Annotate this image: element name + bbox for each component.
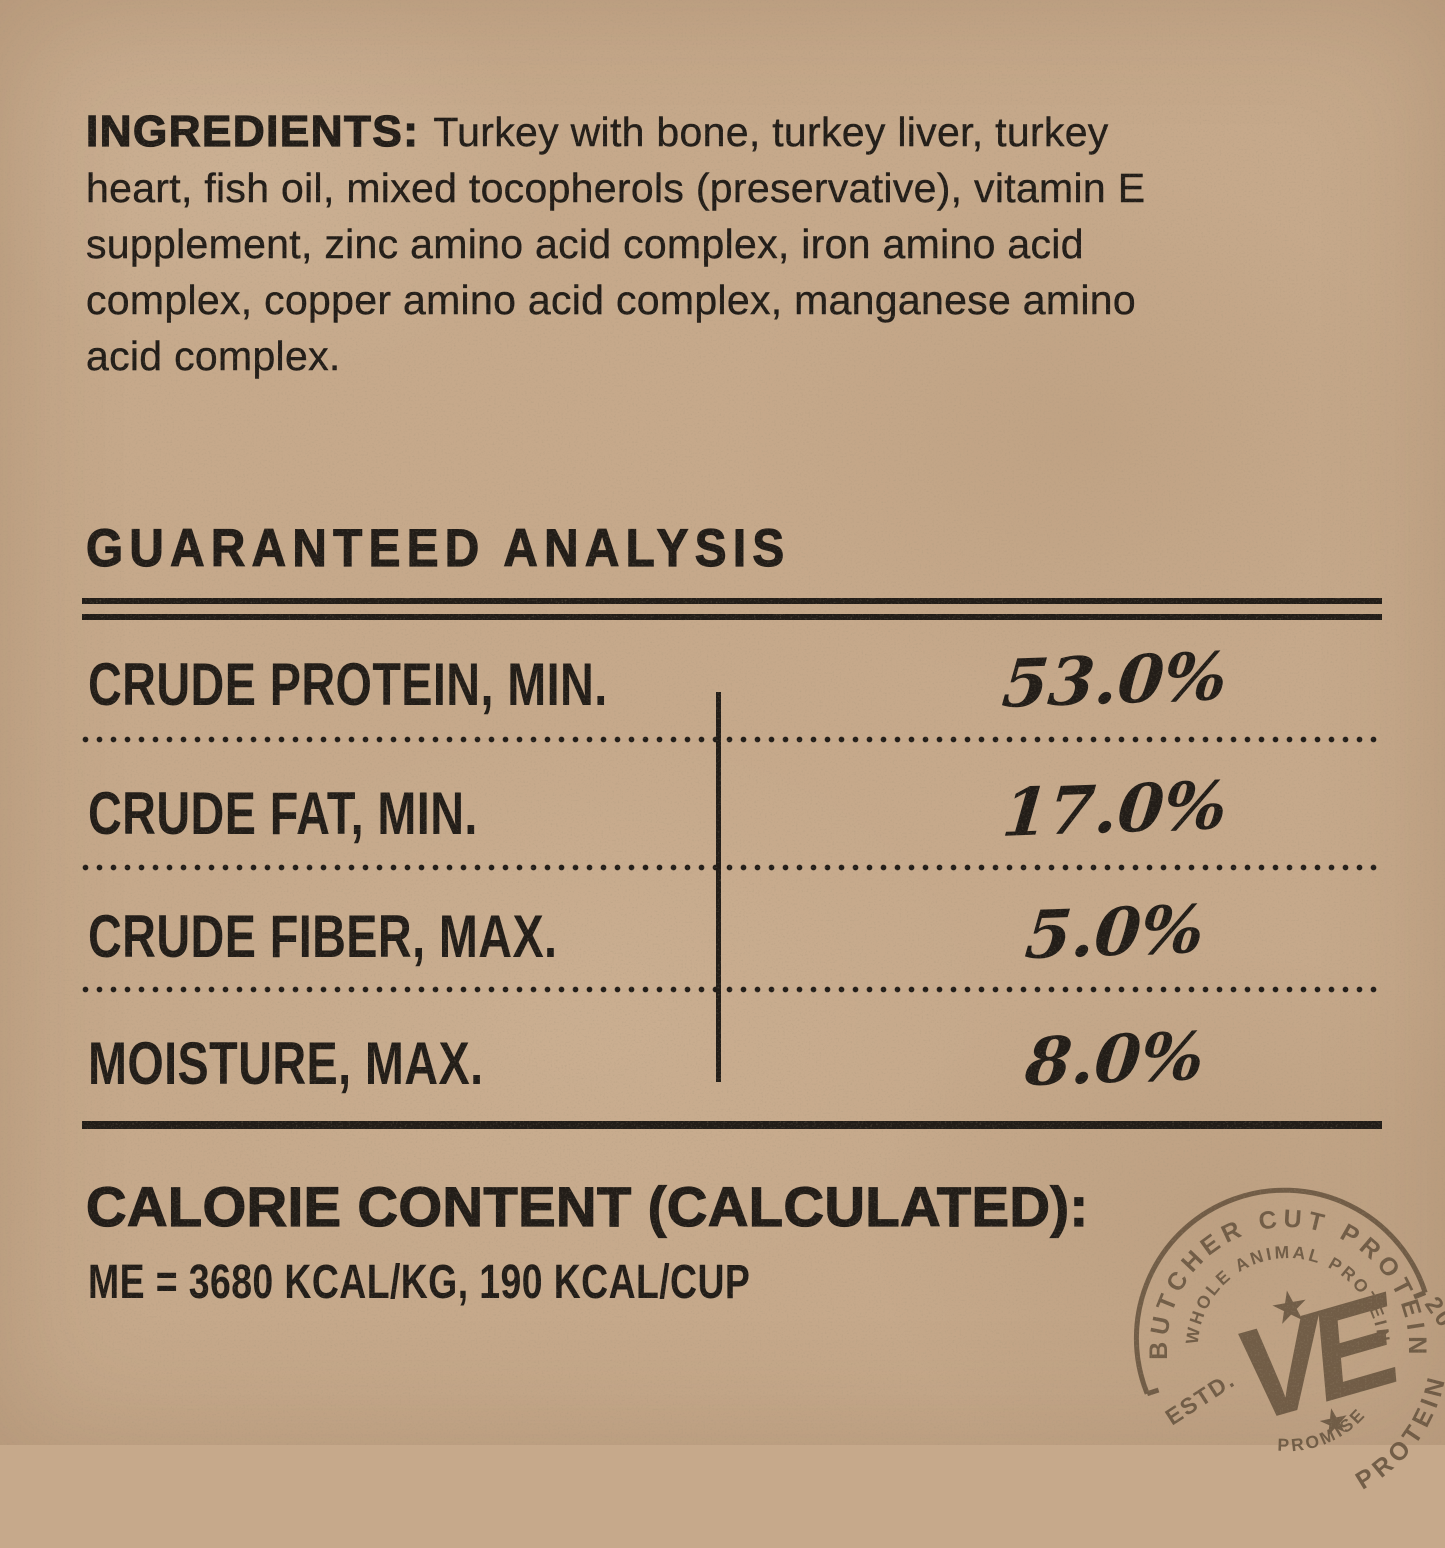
ingredients-line: supplement, zinc amino acid complex, iro… bbox=[86, 221, 1084, 267]
ga-row-value-fiber: 5.0% bbox=[1022, 889, 1208, 975]
calorie-content-title: CALORIE CONTENT (CALCULATED): bbox=[85, 1175, 1089, 1238]
ingredients-section: INGREDIENTS: Turkey with bone, turkey liv… bbox=[85, 104, 1146, 384]
ingredients-line: heart, fish oil, mixed tocopherols (pres… bbox=[86, 165, 1146, 211]
ga-row-value-fat: 17.0% bbox=[999, 766, 1231, 852]
ga-row-value-moisture: 8.0% bbox=[1022, 1016, 1208, 1102]
ingredients-line: acid complex. bbox=[86, 333, 341, 379]
double-rule-bottom bbox=[82, 614, 1382, 620]
label-panel: INGREDIENTS: Turkey with bone, turkey liv… bbox=[0, 0, 1445, 1495]
ingredients-heading: INGREDIENTS: bbox=[85, 106, 420, 156]
ga-row-label-fiber: CRUDE FIBER, MAX. bbox=[88, 903, 558, 970]
table-bottom-rule bbox=[82, 1121, 1382, 1129]
table-column-divider bbox=[716, 692, 721, 1082]
dotted-separator bbox=[82, 736, 1382, 743]
ga-row-label-protein: CRUDE PROTEIN, MIN. bbox=[88, 651, 608, 718]
ingredients-text: Turkey with bone, turkey liver, turkey bbox=[433, 109, 1109, 155]
ingredients-line: INGREDIENTS: Turkey with bone, turkey liv… bbox=[85, 104, 1145, 160]
double-rule-top bbox=[82, 598, 1382, 604]
ga-row-label-fat: CRUDE FAT, MIN. bbox=[88, 780, 478, 847]
stamp-ring-tick-left bbox=[1146, 1387, 1160, 1397]
calorie-content-value: ME = 3680 KCAL/KG, 190 KCAL/CUP bbox=[88, 1256, 751, 1309]
dotted-separator bbox=[82, 986, 1382, 993]
ingredients-line: complex, copper amino acid complex, mang… bbox=[86, 277, 1136, 323]
ga-row-label-moisture: MOISTURE, MAX. bbox=[88, 1030, 484, 1097]
brand-stamp-seal: BUTCHER CUT PROTEIN WHOLE ANIMAL PROTEIN… bbox=[1133, 1187, 1445, 1495]
dotted-separator bbox=[82, 864, 1382, 871]
ga-row-value-protein: 53.0% bbox=[999, 637, 1231, 723]
stamp-estd-label: ESTD. bbox=[1161, 1366, 1240, 1430]
guaranteed-analysis-title: GUARANTEED ANALYSIS bbox=[85, 519, 791, 578]
